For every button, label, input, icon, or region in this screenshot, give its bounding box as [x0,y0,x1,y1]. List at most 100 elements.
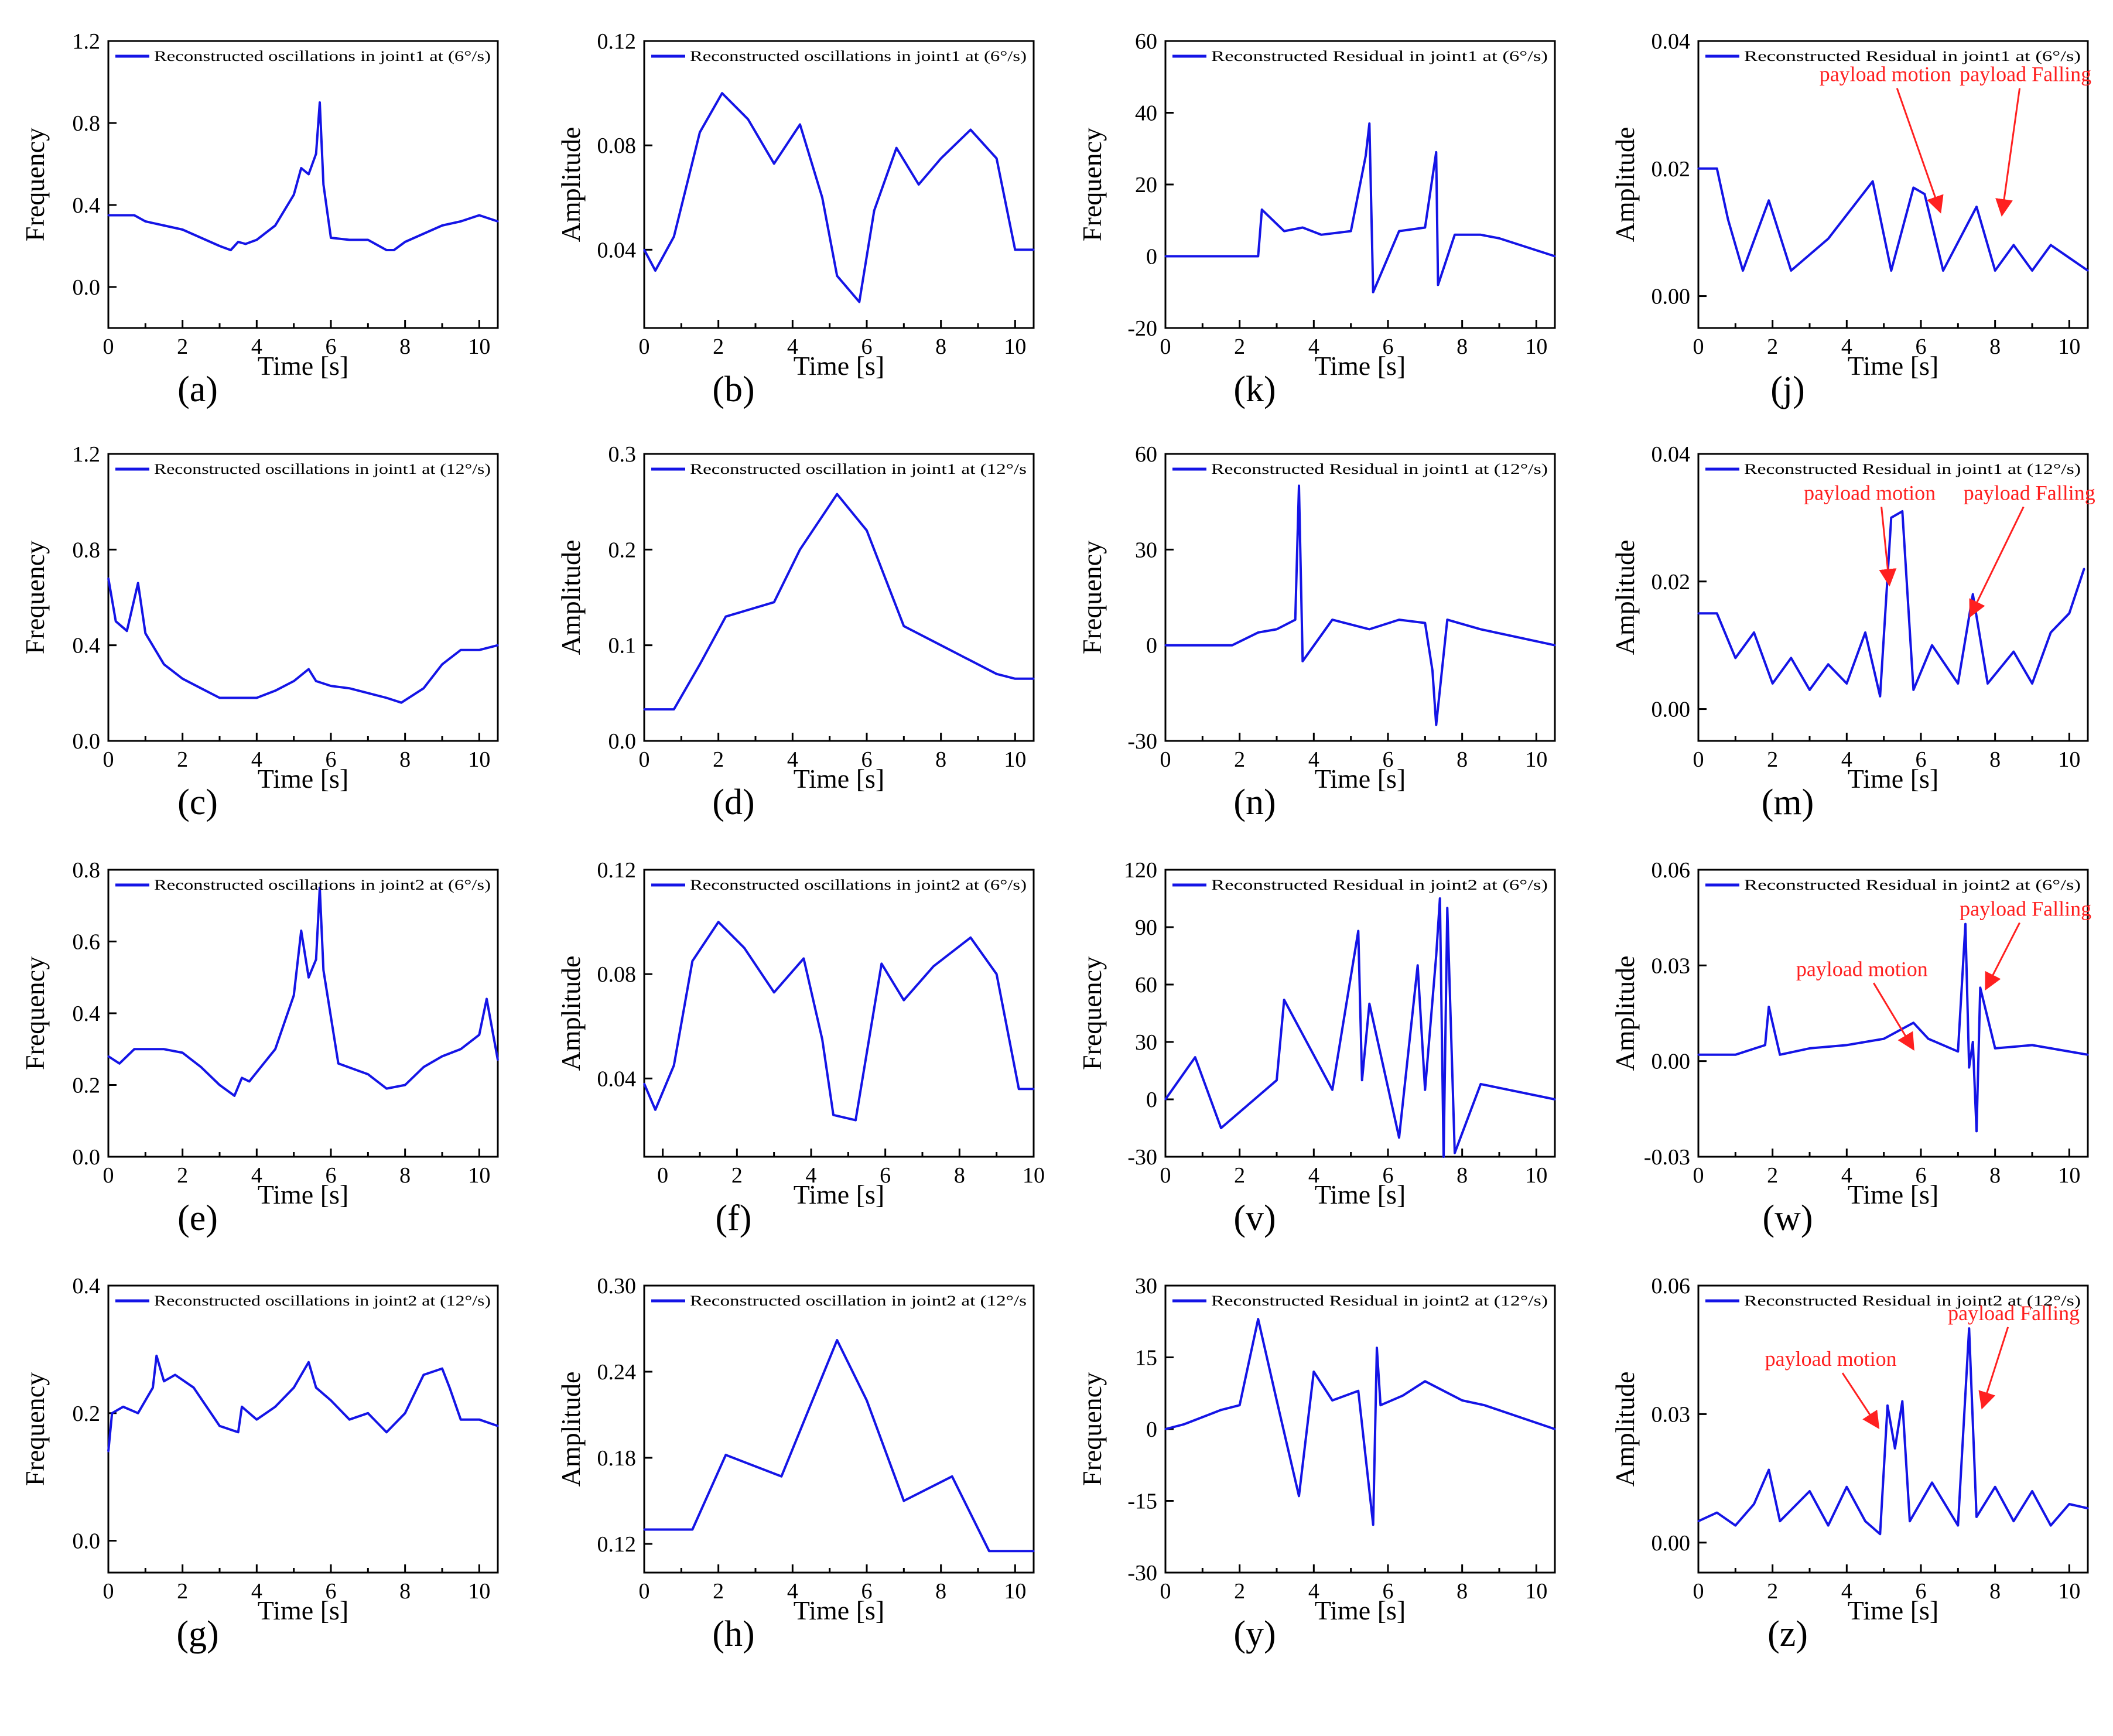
x-tick-label: 0 [103,1579,114,1604]
x-tick-label: 0 [1160,1163,1171,1188]
data-point [307,668,310,670]
data-point [969,937,972,939]
data-point [1357,930,1359,932]
data-point [2031,682,2033,685]
data-point [866,1399,868,1402]
data-point [144,632,146,634]
data-point [1845,1044,1848,1046]
y-axis-label: Amplitude [1610,127,1640,242]
data-point [293,194,295,196]
data-point [367,239,369,241]
y-tick-label: 0 [1146,245,1157,269]
data-point [163,1048,165,1050]
data-point [780,1475,782,1478]
data-point [1368,1003,1370,1005]
x-tick-label: 10 [468,334,490,359]
y-tick-label: 0 [1146,634,1157,658]
y-axis-label: Frequency [20,1372,50,1486]
data-point [1886,1404,1889,1407]
data-point [460,1419,462,1421]
data-point [385,1431,388,1433]
data-point [743,947,746,949]
data-point [348,1419,351,1421]
data-point [1975,206,1978,208]
data-point [155,1355,158,1357]
data-point [1183,1423,1185,1426]
data-series-line [1698,167,2089,272]
data-point [1220,1127,1222,1129]
plot-frame [1697,453,2089,742]
data-point [1767,1006,1770,1008]
data-point [1032,1088,1035,1090]
x-tick-label: 6 [861,334,873,359]
data-point [137,1412,139,1414]
annotation-label: payload Falling [1948,1301,2080,1325]
data-point [1424,1380,1426,1382]
data-point [233,1095,235,1097]
data-point [441,1368,443,1370]
data-point [182,228,184,231]
data-point [1257,631,1259,634]
data-point [1372,1523,1375,1526]
data-point [1331,1399,1334,1402]
data-point [182,678,184,680]
annotation-arrow [1896,88,1944,214]
y-tick-label: 0.08 [597,134,637,158]
data-point [1734,657,1736,659]
data-point [940,157,942,159]
data-point [478,1419,480,1421]
data-point [699,663,701,665]
data-point [107,1450,110,1453]
data-point [107,214,110,216]
data-point [107,577,110,579]
data-point [1753,631,1755,634]
data-point [1890,517,1892,519]
data-point [1446,907,1448,909]
x-tick-label: 2 [1767,747,1778,772]
chart-panel: 0 2 4 6 8 10 0.0 0.2 0.4 0.6 0.8 Reconstructed osci… [20,858,499,1238]
data-point [307,976,310,979]
data-point [348,687,351,689]
data-point [2050,1525,2052,1527]
data-point [643,248,645,251]
data-point [673,708,675,710]
data-point [1901,510,1903,512]
x-tick-label: 8 [954,1163,965,1188]
data-series-line [1164,897,1555,1158]
data-point [404,1084,406,1086]
data-point [1498,1086,1500,1089]
annotation-label: payload Falling [1960,63,2091,86]
x-tick-label: 8 [1456,1579,1468,1604]
data-point [1357,1390,1359,1392]
data-point [2012,1520,2015,1522]
data-point [902,999,905,1002]
data-point [988,1550,990,1552]
data-point [1320,234,1322,236]
annotation-label: payload Falling [1960,897,2091,920]
data-point [237,241,240,243]
data-point [182,1051,184,1054]
x-axis-label: Time [s] [794,1180,885,1209]
y-axis-label: Amplitude [556,1372,586,1487]
y-tick-label: 0.04 [1652,29,1691,54]
data-point [1909,1520,1911,1522]
data-point [2050,631,2052,634]
y-tick-label: 0 [1146,1088,1157,1112]
data-point [1734,1054,1736,1056]
data-point [122,1406,124,1408]
annotation-arrow [1969,506,2025,618]
x-tick-label: 0 [1693,334,1704,359]
data-point [1164,1428,1167,1430]
y-tick-label: 0.03 [1652,954,1691,978]
y-tick-label: 0.02 [1652,157,1691,182]
legend-label: Reconstructed Residual in joint1 at (6°/… [1744,49,2081,64]
x-tick-label: 6 [1383,1163,1394,1188]
legend-label: Reconstructed Residual in joint2 at (6°/… [1744,877,2081,893]
y-tick-label: 90 [1135,915,1157,940]
annotation-label: payload Falling [1964,481,2095,504]
y-tick-label: 0.4 [73,634,101,658]
x-tick-label: 4 [787,747,798,772]
x-tick-label: 10 [1525,1163,1547,1188]
legend-label: Reconstructed oscillations in joint1 at … [690,49,1027,64]
